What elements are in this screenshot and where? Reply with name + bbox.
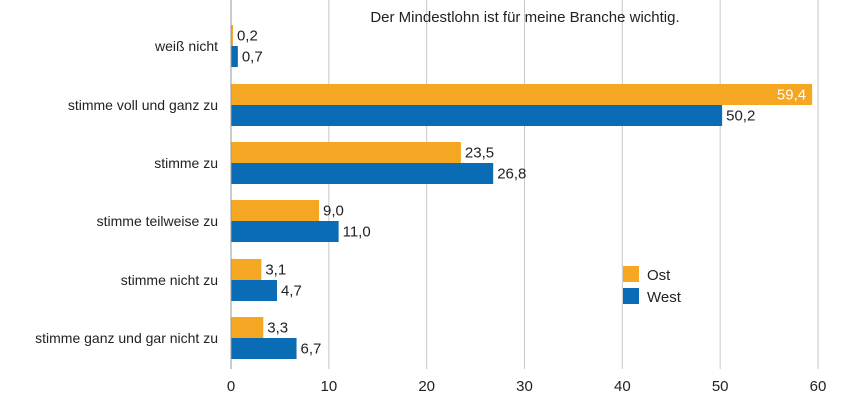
data-label-west-2: 26,8 — [497, 166, 526, 183]
legend-label-west: West — [647, 289, 682, 306]
category-label: stimme teilweise zu — [97, 213, 218, 229]
category-label: stimme nicht zu — [121, 272, 218, 288]
data-label-west-3: 11,0 — [343, 224, 371, 241]
bar-ost-0 — [231, 25, 233, 46]
bar-ost-4 — [231, 259, 262, 280]
category-label: stimme ganz und gar nicht zu — [35, 330, 218, 346]
bar-west-0 — [231, 46, 238, 67]
x-tick-label-40: 40 — [614, 378, 631, 395]
chart-title: Der Mindestlohn ist für meine Branche wi… — [370, 9, 679, 26]
bar-west-2 — [231, 163, 494, 184]
bar-ost-1 — [231, 84, 813, 105]
bar-ost-5 — [231, 317, 264, 338]
x-tick-label-0: 0 — [227, 378, 235, 395]
legend-swatch-west — [623, 288, 639, 304]
data-label-west-5: 6,7 — [301, 341, 322, 358]
data-label-ost-5: 3,3 — [267, 320, 288, 337]
data-label-ost-1: 59,4 — [777, 87, 806, 104]
data-label-ost-0: 0,2 — [237, 28, 258, 45]
category-label: stimme zu — [154, 155, 218, 171]
bar-west-3 — [231, 221, 339, 242]
bar-west-4 — [231, 280, 277, 301]
legend: Ost West — [623, 266, 682, 306]
data-label-ost-3: 9,0 — [323, 203, 344, 220]
bar-west-5 — [231, 338, 297, 359]
legend-label-ost: Ost — [647, 267, 671, 284]
x-tick-label-50: 50 — [712, 378, 729, 395]
bar-ost-3 — [231, 200, 320, 221]
data-label-ost-4: 3,1 — [265, 262, 286, 279]
label-layer: weiß nicht 0,2 0,7 stimme voll und ganz zu 5… — [35, 28, 806, 358]
x-tick-label-10: 10 — [320, 378, 337, 395]
x-tick-label-30: 30 — [516, 378, 533, 395]
data-label-west-1: 50,2 — [726, 108, 755, 125]
bar-west-1 — [231, 105, 723, 126]
data-label-west-0: 0,7 — [242, 49, 263, 66]
x-tick-label-20: 20 — [418, 378, 435, 395]
category-label: stimme voll und ganz zu — [68, 97, 218, 113]
data-label-west-4: 4,7 — [281, 283, 302, 300]
bar-ost-2 — [231, 142, 461, 163]
legend-swatch-ost — [623, 266, 639, 282]
grid-layer — [328, 0, 819, 369]
bar-layer — [231, 25, 813, 359]
category-label: weiß nicht — [154, 38, 218, 54]
x-tick-label-60: 60 — [810, 378, 827, 395]
data-label-ost-2: 23,5 — [465, 145, 494, 162]
axis-layer: 0 10 20 30 40 50 60 — [227, 0, 827, 395]
